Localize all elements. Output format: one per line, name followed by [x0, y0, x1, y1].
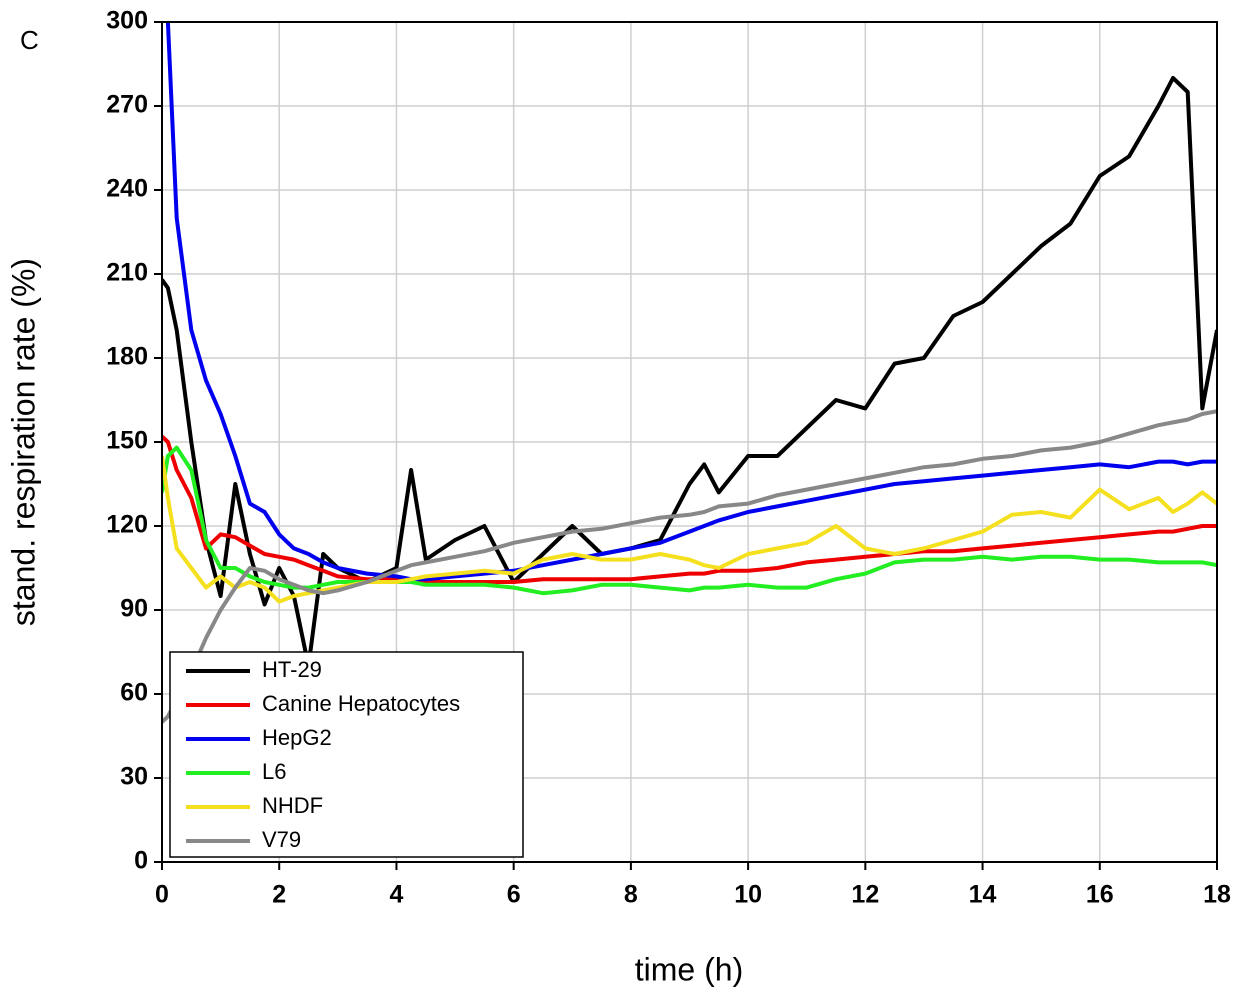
panel-label: C — [20, 25, 39, 55]
legend-label: V79 — [262, 827, 301, 852]
x-tick-label: 2 — [272, 881, 286, 909]
y-tick-label: 90 — [120, 595, 148, 623]
x-tick-label: 0 — [155, 881, 169, 909]
series-line — [162, 409, 1217, 724]
x-tick-label: 14 — [969, 881, 997, 909]
series-line — [162, 434, 1217, 584]
series-line — [165, 22, 1217, 582]
y-axis-label: stand. respiration rate (%) — [5, 258, 41, 626]
legend-label: Canine Hepatocytes — [262, 691, 460, 716]
y-tick-label: 300 — [106, 7, 148, 35]
series-line — [162, 76, 1217, 668]
x-tick-label: 6 — [507, 881, 521, 909]
series-line — [162, 445, 1217, 596]
x-tick-label: 18 — [1203, 881, 1231, 909]
legend-box — [169, 651, 524, 858]
y-tick-label: 150 — [106, 427, 148, 455]
x-tick-label: 8 — [624, 881, 638, 909]
x-tick-label: 4 — [389, 881, 403, 909]
plot-area — [162, 22, 1217, 724]
y-tick-label: 30 — [120, 763, 148, 791]
y-tick-label: 240 — [106, 175, 148, 203]
y-tick-label: 120 — [106, 511, 148, 539]
legend-label: HepG2 — [262, 725, 332, 750]
legend-label: L6 — [262, 759, 286, 784]
legend-label: HT-29 — [262, 657, 322, 682]
x-tick-label: 16 — [1086, 881, 1114, 909]
legend-label: NHDF — [262, 793, 323, 818]
x-tick-label: 10 — [734, 881, 762, 909]
y-tick-label: 60 — [120, 679, 148, 707]
y-tick-label: 0 — [134, 847, 148, 875]
y-tick-label: 180 — [106, 343, 148, 371]
y-tick-label: 210 — [106, 259, 148, 287]
plot-frame — [161, 21, 1218, 863]
series-line — [162, 455, 1217, 604]
x-tick-label: 12 — [851, 881, 879, 909]
y-tick-label: 270 — [106, 91, 148, 119]
x-axis-label: time (h) — [635, 951, 743, 987]
